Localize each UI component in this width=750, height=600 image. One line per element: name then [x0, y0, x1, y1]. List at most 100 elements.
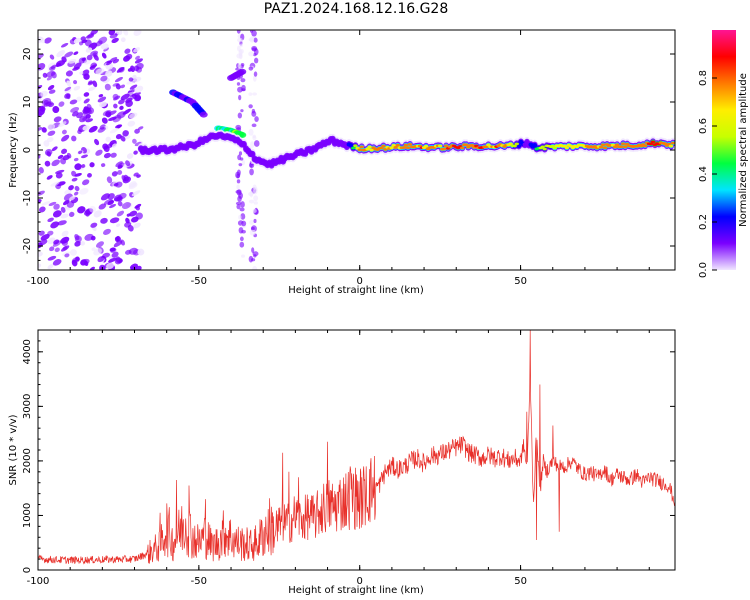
noise-blob — [52, 210, 62, 218]
snr-y-label: SNR (10 * v/v) — [8, 414, 19, 485]
branch-blob — [238, 68, 247, 75]
noise-blob — [125, 217, 130, 224]
noise-blob — [41, 127, 47, 133]
stripe-blob — [253, 140, 260, 147]
noise-blob — [66, 80, 71, 87]
ridge-core — [351, 146, 356, 150]
noise-blob — [60, 245, 70, 252]
noise-blob — [80, 241, 86, 246]
noise-blob — [51, 159, 60, 167]
stripe-blob — [238, 163, 243, 167]
noise-blob — [67, 58, 77, 64]
colorbar-ticks: 0.0 0.2 0.4 0.6 0.8 — [698, 70, 717, 278]
noise-blob — [98, 101, 107, 108]
ridge-core — [648, 142, 654, 146]
stripe-blob — [237, 86, 243, 93]
noise-blob — [69, 99, 78, 105]
noise-blob — [111, 251, 119, 258]
y-tick-label: 3000 — [22, 394, 33, 419]
stripe-blob — [237, 37, 243, 43]
noise-blob — [89, 162, 95, 168]
x-tick-label: -100 — [27, 276, 50, 287]
noise-blob — [87, 81, 94, 86]
ridge-core — [423, 144, 429, 148]
noise-blob — [87, 32, 95, 38]
noise-blob — [43, 140, 50, 147]
noise-blob — [48, 89, 56, 94]
stripe-blob — [248, 92, 253, 96]
noise-blob — [83, 92, 90, 97]
noise-blob — [50, 64, 57, 70]
noise-blob — [126, 80, 135, 85]
stripe-blob — [241, 220, 247, 227]
noise-blob — [111, 37, 119, 44]
stripe-blob — [239, 236, 244, 242]
noise-blob — [61, 148, 68, 155]
noise-blob — [73, 157, 79, 162]
noise-blob — [38, 251, 43, 257]
ridge-core — [668, 144, 674, 148]
noise-blob — [81, 164, 86, 168]
stripe-blob — [248, 255, 254, 263]
noise-blob — [83, 59, 91, 65]
noise-blob — [85, 118, 94, 123]
noise-blob — [47, 264, 54, 270]
stripe-blob — [250, 141, 255, 149]
noise-blob — [39, 206, 46, 213]
noise-blob — [134, 58, 143, 64]
noise-blob — [74, 235, 82, 243]
noise-blob — [80, 36, 86, 42]
snr-x-label: Height of straight line (km) — [288, 585, 424, 596]
noise-blob — [109, 203, 117, 209]
noise-blob — [90, 235, 96, 241]
noise-blob — [133, 30, 142, 36]
noise-blob — [52, 106, 60, 113]
noise-blob — [80, 258, 90, 266]
noise-blob — [103, 47, 109, 52]
stripe-blob — [238, 151, 243, 156]
noise-blob — [64, 253, 70, 258]
noise-blob — [135, 55, 140, 60]
noise-blob — [113, 182, 119, 187]
noise-blob — [44, 149, 53, 156]
noise-blob — [70, 249, 77, 256]
noise-blob — [129, 84, 138, 90]
stripe-blob — [252, 208, 257, 213]
noise-blob — [88, 125, 98, 133]
stripe-blob — [252, 92, 258, 96]
noise-blob — [38, 98, 42, 102]
stripe-blob — [249, 220, 255, 225]
noise-blob — [124, 48, 131, 54]
stripe-blob — [240, 109, 244, 113]
noise-blob — [112, 58, 120, 64]
stripe-blob — [251, 226, 255, 231]
noise-blob — [134, 265, 142, 270]
ridge-core — [540, 145, 545, 149]
spectrogram-x-label: Height of straight line (km) — [288, 285, 424, 296]
noise-blob — [131, 216, 139, 223]
ridge-core — [441, 147, 447, 151]
noise-blob — [120, 135, 126, 142]
stripe-blob — [235, 201, 242, 206]
stripe-blob — [236, 173, 240, 179]
noise-blob — [128, 77, 134, 82]
noise-blob — [53, 203, 60, 210]
noise-blob — [50, 221, 60, 229]
noise-blob — [66, 152, 72, 159]
noise-blob — [74, 241, 81, 247]
noise-blob — [62, 200, 70, 206]
noise-blob — [48, 102, 55, 108]
noise-blob — [126, 153, 134, 159]
stripe-blob — [253, 71, 258, 77]
stripe-blob — [253, 254, 257, 258]
noise-blob — [127, 120, 136, 127]
y-tick-label: 0 — [22, 567, 33, 573]
noise-blob — [120, 37, 126, 43]
stripe-blob — [248, 66, 254, 71]
noise-blob — [119, 105, 124, 110]
colorbar-tick-label: 0.8 — [698, 70, 709, 86]
stripe-blob — [236, 189, 242, 196]
noise-blob — [77, 206, 86, 214]
noise-blob — [84, 39, 92, 47]
noise-blob — [108, 257, 117, 263]
